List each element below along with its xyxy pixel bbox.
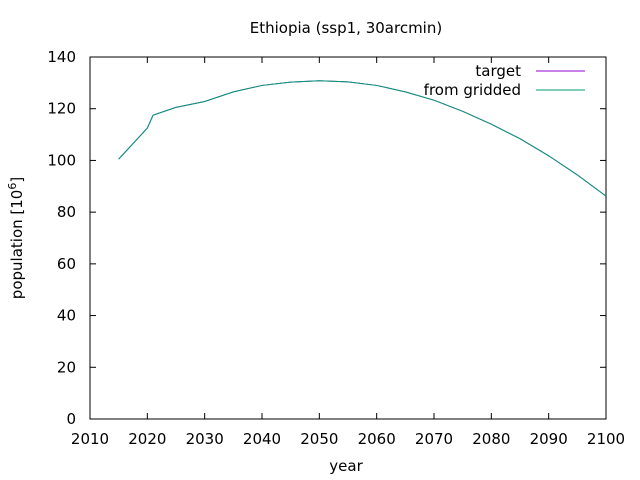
y-axis-label-suffix: ] xyxy=(8,177,26,183)
x-tick-label: 2070 xyxy=(415,430,453,448)
chart-title: Ethiopia (ssp1, 30arcmin) xyxy=(250,19,442,37)
x-axis-label: year xyxy=(329,457,363,475)
y-axis-label-main: population [10 xyxy=(8,190,26,300)
series-line-from-gridded xyxy=(118,80,607,197)
x-tick-label: 2060 xyxy=(358,430,396,448)
x-tick-label: 2090 xyxy=(530,430,568,448)
axis-ticks xyxy=(89,56,607,420)
plot-frame xyxy=(89,56,607,420)
x-tick-label: 2050 xyxy=(300,430,338,448)
y-tick-label: 140 xyxy=(47,48,76,66)
x-tick-labels: 2010 2020 2030 2040 2050 2060 2070 2080 2090 2100 xyxy=(71,430,625,448)
legend: target from gridded xyxy=(424,62,585,99)
y-tick-labels: 0 20 40 60 80 100 120 140 xyxy=(47,48,76,428)
x-tick-label: 2020 xyxy=(128,430,166,448)
y-tick-label: 20 xyxy=(57,358,76,376)
y-tick-label: 60 xyxy=(57,255,76,273)
y-tick-label: 120 xyxy=(47,100,76,118)
y-tick-label: 80 xyxy=(57,203,76,221)
y-tick-label: 0 xyxy=(66,410,76,428)
x-tick-label: 2030 xyxy=(186,430,224,448)
x-tick-label: 2100 xyxy=(587,430,625,448)
y-tick-label: 40 xyxy=(57,307,76,325)
y-tick-label: 100 xyxy=(47,151,76,169)
legend-label-target: target xyxy=(475,62,521,80)
series-lines xyxy=(118,80,607,197)
x-tick-label: 2040 xyxy=(243,430,281,448)
y-axis-label: population [106] xyxy=(6,177,26,299)
y-axis-label-exponent: 6 xyxy=(6,183,19,190)
series-line-target xyxy=(118,80,607,197)
x-tick-label: 2010 xyxy=(71,430,109,448)
legend-label-from-gridded: from gridded xyxy=(424,81,521,99)
x-tick-label: 2080 xyxy=(472,430,510,448)
